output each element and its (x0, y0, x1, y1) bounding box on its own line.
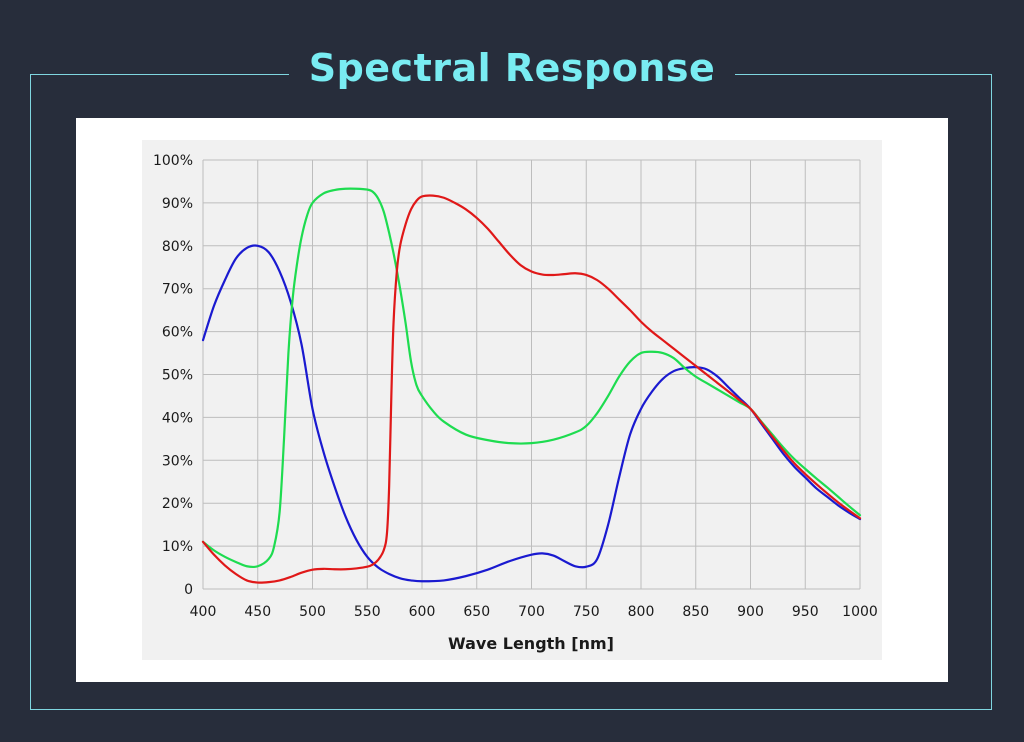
y-tick-label: 90% (162, 196, 193, 212)
y-tick-label: 80% (162, 239, 193, 255)
x-tick-label: 1000 (842, 604, 878, 620)
y-tick-label: 30% (162, 453, 193, 469)
x-tick-label: 900 (737, 604, 764, 620)
x-tick-label: 750 (573, 604, 600, 620)
page-title: Spectral Response (288, 40, 736, 96)
x-tick-label: 550 (354, 604, 381, 620)
x-axis-label: Wave Length [nm] (448, 634, 614, 653)
x-tick-label: 600 (409, 604, 436, 620)
series-line-green (201, 187, 862, 569)
y-tick-label: 60% (162, 325, 193, 341)
x-tick-labels: 400 450 500 550 600 650 700 750 800 850 900 950 1000 (190, 604, 878, 620)
y-tick-label: 0 (184, 582, 193, 598)
y-tick-label: 40% (162, 410, 193, 426)
x-tick-label: 700 (518, 604, 545, 620)
y-tick-label: 70% (162, 282, 193, 298)
title-area: Spectral Response (0, 40, 1024, 96)
x-tick-label: 850 (682, 604, 709, 620)
y-tick-label: 50% (162, 368, 193, 384)
chart-panel: 0 10% 20% 30% 40% 50% 60% 70% 80% 90% 100% 400 450 5… (76, 118, 948, 682)
y-tick-labels: 0 10% 20% 30% 40% 50% 60% 70% 80% 90% 100% (153, 153, 193, 598)
y-tick-label: 100% (153, 153, 193, 169)
x-tick-label: 650 (463, 604, 490, 620)
series-line-red (201, 194, 862, 584)
chart-background (142, 140, 882, 660)
x-tick-label: 800 (628, 604, 655, 620)
y-tick-label: 10% (162, 539, 193, 555)
x-tick-label: 500 (299, 604, 326, 620)
series-lines (201, 187, 862, 584)
x-tick-label: 450 (244, 604, 271, 620)
spectral-response-chart: 0 10% 20% 30% 40% 50% 60% 70% 80% 90% 100% 400 450 5… (142, 140, 882, 660)
x-tick-label: 400 (190, 604, 217, 620)
y-tick-label: 20% (162, 496, 193, 512)
x-tick-label: 950 (792, 604, 819, 620)
